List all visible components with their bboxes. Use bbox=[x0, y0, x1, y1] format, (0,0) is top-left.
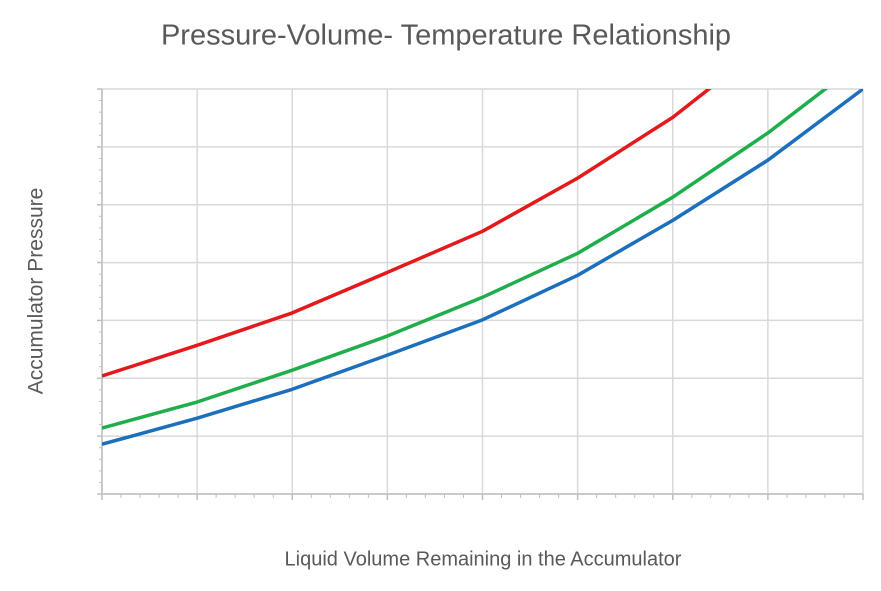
series-line bbox=[102, 89, 829, 430]
chart-title: Pressure-Volume- Temperature Relationshi… bbox=[161, 20, 731, 52]
grid bbox=[97, 88, 864, 500]
series-line bbox=[102, 89, 863, 446]
series-line bbox=[102, 89, 712, 378]
x-axis-label: Liquid Volume Remaining in the Accumulat… bbox=[285, 548, 682, 570]
y-axis-label: Accumulator Pressure bbox=[25, 188, 48, 395]
lines bbox=[102, 89, 863, 446]
